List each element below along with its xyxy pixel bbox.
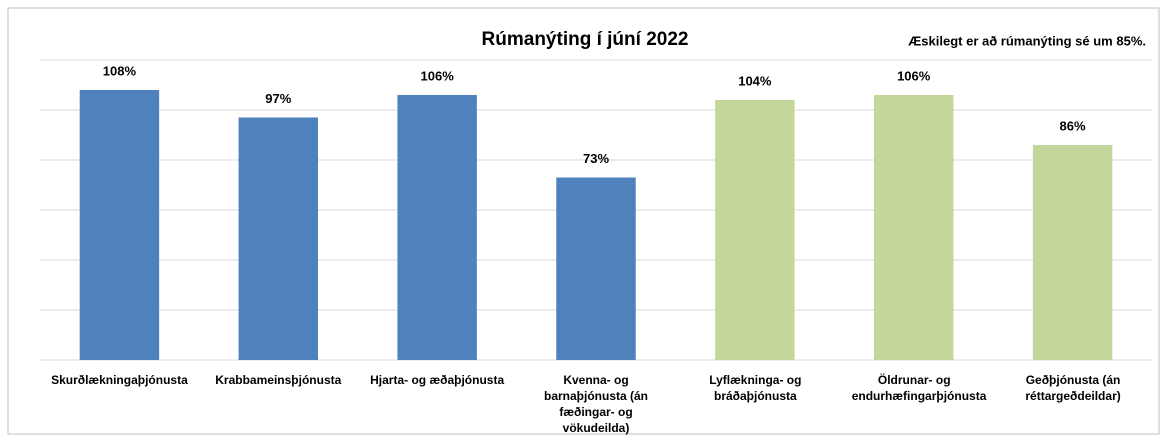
data-label: 73%	[583, 151, 609, 166]
x-tick-label: Krabbameinsþjónusta	[215, 373, 342, 387]
bar	[1032, 145, 1113, 360]
bar	[397, 95, 477, 360]
data-label: 86%	[1060, 118, 1086, 133]
chart-title: Rúmanýting í júní 2022	[482, 29, 689, 50]
x-tick-label: Öldrunar- og endurhæfingarþjónusta	[851, 373, 987, 403]
data-label: 106%	[421, 68, 455, 83]
x-tick-label: Geðþjónusta (án réttargeðdeildar)	[1025, 373, 1121, 403]
x-tick-label: Lyflækninga- og bráðaþjónusta	[709, 373, 802, 403]
data-label: 108%	[103, 63, 137, 78]
data-label: 104%	[738, 73, 772, 88]
bar	[238, 117, 318, 360]
bar	[556, 177, 636, 360]
bar	[715, 100, 795, 360]
x-tick-label: Kvenna- og barnaþjónusta (án fæðingar- o…	[543, 373, 648, 435]
x-tick-label: Skurðlækningaþjónusta	[51, 373, 188, 387]
data-label: 106%	[897, 68, 931, 83]
data-label: 97%	[265, 91, 291, 106]
annotation: Æskilegt er að rúmanýting sé um 85%.	[908, 33, 1146, 48]
x-tick-label: Hjarta- og æðaþjónusta	[370, 373, 505, 387]
bar	[79, 90, 160, 360]
bar	[874, 95, 954, 360]
